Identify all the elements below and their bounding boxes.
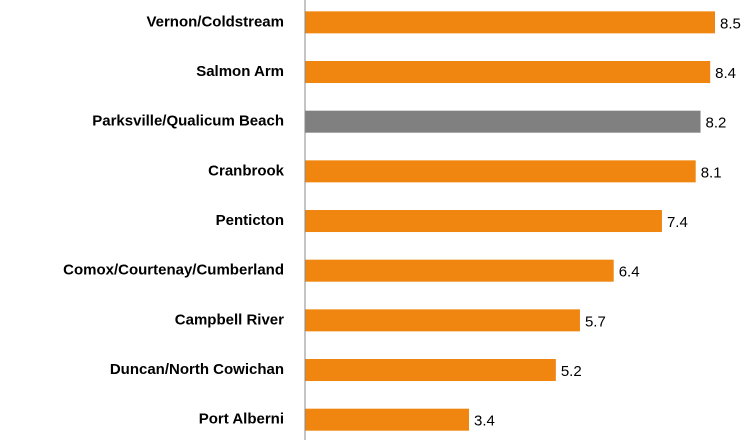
category-label: Duncan/North Cowichan xyxy=(110,361,284,378)
bar xyxy=(305,359,556,382)
value-label: 5.7 xyxy=(585,313,606,330)
category-label: Campbell River xyxy=(175,311,284,328)
category-label: Penticton xyxy=(216,212,284,229)
bar xyxy=(305,408,469,431)
category-label: Port Alberni xyxy=(199,411,284,428)
value-label: 8.4 xyxy=(715,65,736,82)
value-label: 5.2 xyxy=(561,363,582,380)
category-label: Vernon/Coldstream xyxy=(146,13,284,30)
category-label: Parksville/Qualicum Beach xyxy=(92,113,284,130)
bar xyxy=(305,110,701,133)
bar xyxy=(305,210,662,233)
value-label: 8.5 xyxy=(720,15,741,32)
bar xyxy=(305,259,614,282)
value-label: 7.4 xyxy=(667,214,688,231)
category-label: Salmon Arm xyxy=(196,63,284,80)
category-label: Cranbrook xyxy=(208,162,285,179)
value-label: 6.4 xyxy=(619,264,640,281)
value-label: 8.1 xyxy=(701,164,722,181)
value-label: 3.4 xyxy=(474,413,495,430)
value-label: 8.2 xyxy=(706,115,727,132)
bar xyxy=(305,11,715,34)
bar xyxy=(305,309,580,332)
bar xyxy=(305,160,696,183)
category-label: Comox/Courtenay/Cumberland xyxy=(63,262,284,279)
bar xyxy=(305,61,711,84)
